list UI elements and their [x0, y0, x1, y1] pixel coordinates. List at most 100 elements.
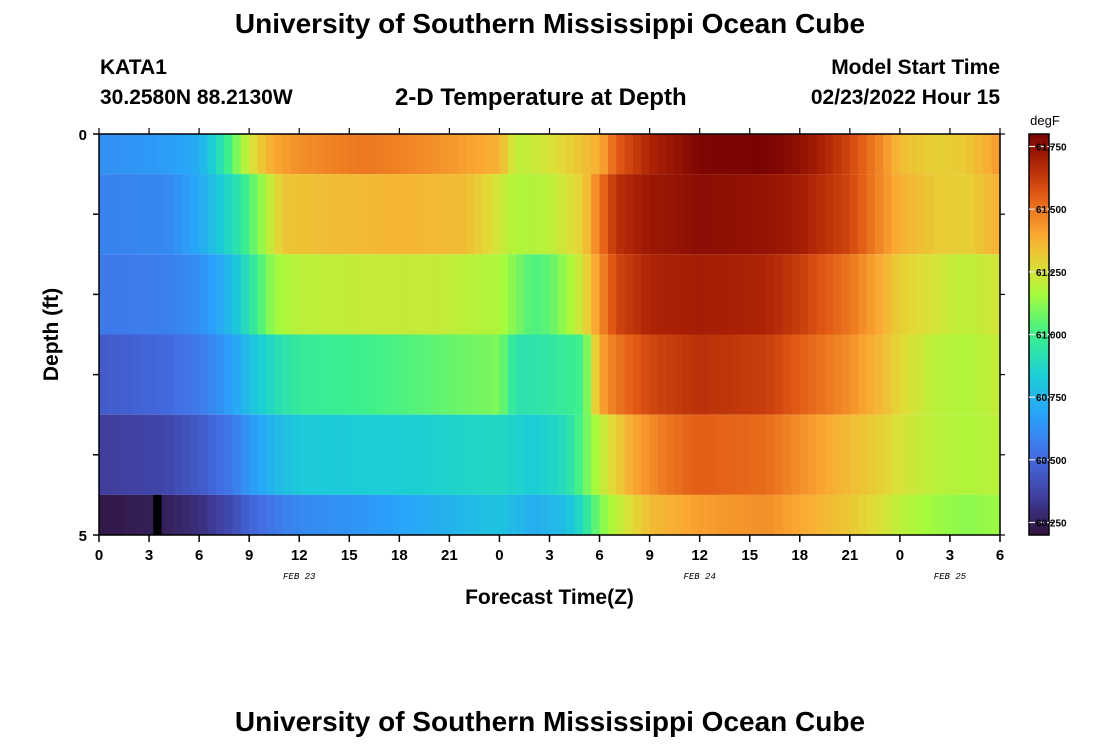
- heatmap-cell: [441, 414, 450, 495]
- heatmap-cell: [357, 174, 367, 255]
- heatmap-cell: [357, 134, 367, 175]
- heatmap-cell: [916, 174, 926, 255]
- heatmap-cell: [824, 334, 834, 415]
- heatmap-cell: [399, 134, 409, 175]
- heatmap-cell: [274, 414, 284, 495]
- heatmap-cell: [624, 254, 634, 335]
- heatmap-cell: [441, 254, 450, 335]
- heatmap-cell: [632, 334, 642, 415]
- heatmap-cell: [499, 174, 509, 255]
- heatmap-cell: [290, 254, 300, 335]
- heatmap-cell: [599, 334, 609, 415]
- heatmap-cell: [149, 254, 158, 335]
- heatmap-cell: [349, 174, 359, 255]
- heatmap-cell: [774, 334, 784, 415]
- heatmap-cell: [866, 414, 876, 495]
- heatmap-cell: [416, 334, 425, 415]
- colorbar-tick-label: 61.750: [1036, 143, 1067, 154]
- heatmap-cell: [315, 134, 325, 175]
- heatmap-cell: [741, 134, 751, 175]
- heatmap-cell: [382, 174, 392, 255]
- heatmap-cell: [107, 334, 117, 415]
- heatmap-cell: [607, 494, 617, 535]
- heatmap-cell: [949, 334, 959, 415]
- heatmap-cell: [532, 494, 542, 535]
- heatmap-cell: [324, 334, 334, 415]
- colorbar-tick-label: 61.250: [1036, 268, 1067, 279]
- heatmap-cell: [983, 494, 993, 535]
- heatmap-cell: [833, 134, 843, 175]
- x-tick-label: 15: [741, 547, 758, 564]
- heatmap-cell: [307, 334, 317, 415]
- heatmap-cell: [215, 174, 225, 255]
- heatmap-cell: [516, 334, 526, 415]
- heatmap-cell: [390, 254, 400, 335]
- heatmap-cell: [466, 254, 476, 335]
- heatmap-cell: [516, 494, 526, 535]
- heatmap-cell: [99, 334, 108, 415]
- x-tick-label: 12: [691, 547, 708, 564]
- heatmap-cell: [124, 334, 133, 415]
- heatmap-cell: [265, 414, 275, 495]
- heatmap-cell: [365, 494, 375, 535]
- heatmap-cell: [591, 334, 601, 415]
- heatmap-cell: [866, 254, 876, 335]
- heatmap-cell: [674, 494, 684, 535]
- colorbar-tick-label: 60.500: [1036, 456, 1067, 467]
- heatmap-cell: [507, 334, 517, 415]
- heatmap-cell: [858, 414, 868, 495]
- heatmap-cell: [958, 334, 968, 415]
- heatmap-cell: [849, 174, 859, 255]
- heatmap-cell: [491, 254, 501, 335]
- heatmap-cell: [174, 254, 184, 335]
- heatmap-cell: [716, 494, 726, 535]
- heatmap-cell: [724, 254, 734, 335]
- heatmap-cell: [282, 334, 292, 415]
- heatmap-cell: [541, 334, 551, 415]
- heatmap-cell: [541, 134, 551, 175]
- heatmap-cell: [983, 174, 993, 255]
- heatmap-cell: [190, 494, 200, 535]
- heatmap-cell: [783, 414, 793, 495]
- heatmap-cell: [808, 134, 818, 175]
- heatmap-cell: [733, 254, 742, 335]
- heatmap-cell: [616, 134, 626, 175]
- heatmap-cell: [874, 494, 884, 535]
- heatmap-cell: [574, 134, 584, 175]
- heatmap-cell: [157, 494, 167, 535]
- heatmap-cell: [708, 494, 717, 535]
- heatmap-cell: [766, 174, 776, 255]
- heatmap-cell: [457, 334, 467, 415]
- heatmap-cell: [190, 134, 200, 175]
- heatmap-cell: [983, 134, 993, 175]
- heatmap-cell: [407, 254, 417, 335]
- heatmap-cell: [899, 174, 909, 255]
- heatmap-cell: [541, 174, 551, 255]
- heatmap-cell: [399, 334, 409, 415]
- heatmap-cell: [390, 334, 400, 415]
- colorbar-tick-label: 60.250: [1036, 518, 1067, 529]
- heatmap-cell: [424, 134, 434, 175]
- heatmap-cell: [783, 174, 793, 255]
- heatmap-cell: [599, 494, 609, 535]
- heatmap-cell: [691, 134, 701, 175]
- heatmap-cell: [974, 174, 984, 255]
- heatmap-cell: [974, 334, 984, 415]
- heatmap-cell: [733, 334, 742, 415]
- heatmap-cell: [616, 254, 626, 335]
- heatmap-cell: [749, 494, 759, 535]
- heatmap-cell: [924, 174, 934, 255]
- heatmap-cell: [741, 254, 751, 335]
- heatmap-cell: [532, 254, 542, 335]
- heatmap-cell: [249, 254, 259, 335]
- heatmap-cell: [699, 174, 709, 255]
- heatmap-cell: [449, 134, 459, 175]
- heatmap-cell: [499, 134, 509, 175]
- heatmap-cell: [257, 494, 267, 535]
- heatmap-cell: [340, 414, 350, 495]
- heatmap-cell: [232, 254, 242, 335]
- heatmap-cell: [908, 134, 918, 175]
- heatmap-cell: [632, 254, 642, 335]
- heatmap-cell: [599, 174, 609, 255]
